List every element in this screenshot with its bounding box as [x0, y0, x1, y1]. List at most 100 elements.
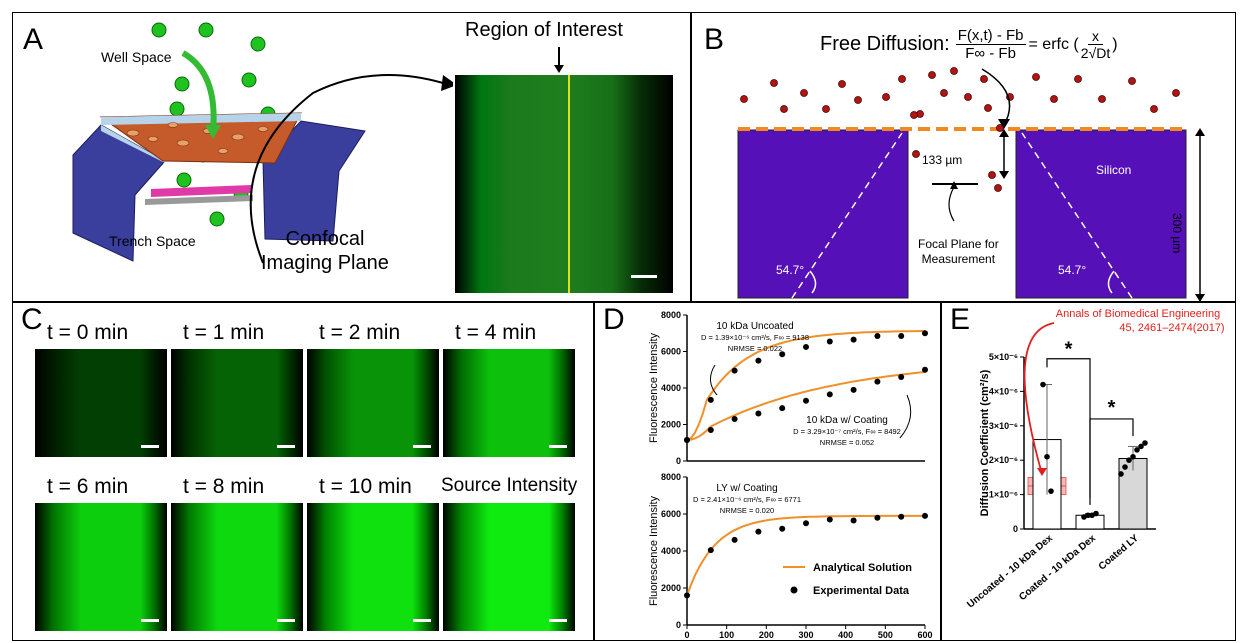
- data-point: [731, 367, 738, 374]
- angle-left-label: 54.7°: [776, 263, 805, 277]
- x-tick-label: 400: [838, 630, 853, 640]
- legend-dot-label: Experimental Data: [813, 585, 910, 597]
- annotation-line: NRMSE = 0.052: [820, 438, 874, 447]
- category-label: Coated LY: [1097, 533, 1141, 573]
- particle: [950, 67, 958, 75]
- y-axis-label: Diffusion Coefficient (cm²/s): [979, 369, 991, 516]
- silicon-block-right: [1015, 129, 1187, 299]
- annotation-line: NRMSE = 0.020: [720, 506, 774, 515]
- data-point: [922, 366, 928, 373]
- fit-curve-coated: [686, 371, 926, 441]
- panel-d: D 0 2000 4000 6000 8000 Fluorescence Intensit…: [594, 302, 941, 641]
- well-space-label: Well Space: [101, 49, 172, 65]
- panel-a: A: [12, 12, 691, 302]
- particle: [800, 89, 808, 97]
- frame-time-label: t = 4 min: [455, 321, 537, 344]
- particle: [1050, 95, 1058, 103]
- roi-line: [568, 75, 570, 293]
- data-point: [803, 397, 809, 404]
- particle: [984, 104, 992, 112]
- particle: [980, 75, 988, 83]
- y-tick-label: 4000: [661, 383, 681, 393]
- particle: [940, 89, 948, 97]
- data-point: [707, 426, 714, 433]
- particle: [1128, 77, 1136, 85]
- data-point: [779, 351, 786, 358]
- particle: [928, 71, 936, 79]
- x-tick-label: 300: [798, 630, 813, 640]
- legend-line-label: Analytical Solution: [813, 562, 912, 574]
- annotation-line: 10 kDa w/ Coating: [806, 415, 888, 426]
- particle: [964, 93, 972, 101]
- particle: [910, 111, 918, 119]
- particle: [780, 105, 788, 113]
- annotation-line: D = 3.29×10⁻⁷ cm²/s, F∞ = 8492: [793, 427, 901, 436]
- data-point: [1122, 464, 1128, 470]
- data-point: [898, 513, 905, 520]
- panel-d-letter: D: [603, 303, 625, 336]
- frame-time-label: Source Intensity: [441, 475, 578, 496]
- particle: [1150, 105, 1158, 113]
- panel-b: B Free Diffusion: F(x,t) - Fb F∞ - Fb = …: [691, 12, 1236, 302]
- scale-bar: [549, 619, 567, 622]
- x-tick-label: 0: [684, 630, 689, 640]
- particle: [770, 79, 778, 87]
- y-tick-label: 8000: [661, 310, 681, 320]
- data-point: [1130, 453, 1136, 460]
- y-tick-label: 4×10⁻⁶: [989, 386, 1018, 396]
- equation-erfc-den: 2√Dt: [1080, 45, 1111, 61]
- data-point: [1138, 443, 1144, 450]
- scale-bar: [141, 619, 159, 622]
- significance-bracket: [1089, 418, 1134, 499]
- annotation-arrow: [710, 364, 718, 396]
- imaging-plane-label: Confocal Imaging Plane: [261, 227, 389, 275]
- particle: [854, 96, 862, 104]
- data-point: [684, 592, 690, 599]
- scale-bar: [413, 619, 431, 622]
- equation-erfc-num: x: [1087, 28, 1103, 45]
- bar: [1075, 514, 1105, 530]
- data-point: [684, 437, 690, 444]
- y-tick-label: 1×10⁻⁶: [989, 490, 1018, 500]
- data-point: [898, 332, 905, 339]
- annotation-arrow: [899, 394, 912, 439]
- data-point: [850, 336, 857, 343]
- y-tick-label: 3×10⁻⁶: [989, 421, 1018, 431]
- depth-label: 133 µm: [922, 153, 963, 167]
- category-label: Uncoated - 10 kDa Dex: [965, 533, 1055, 611]
- fluorescence-frame: [443, 349, 575, 457]
- y-tick-label: 2000: [661, 420, 681, 430]
- fluorescence-frame: [171, 503, 303, 631]
- frame-time-label: t = 2 min: [319, 321, 401, 344]
- particle: [1032, 73, 1040, 81]
- data-point: [731, 536, 738, 543]
- reference-arrowhead: [1037, 467, 1047, 476]
- data-point: [779, 525, 786, 532]
- fit-curve-uncoated: [686, 330, 925, 441]
- diffusion-coefficient-bar-chart: 0 1×10⁻⁶ 2×10⁻⁶ 3×10⁻⁶ 4×10⁻⁶ 5×10⁻⁶ Diffusion…: [965, 308, 1224, 611]
- particle: [1098, 95, 1106, 103]
- focal-plane-label: Focal Plane for Measurement: [918, 237, 999, 267]
- data-point: [1044, 453, 1050, 460]
- imaging-plane: [151, 185, 251, 197]
- y-axis-label: Fluorescence Intensity: [648, 495, 660, 606]
- panel-c: C t = 0 min t = 1 min t = 2 min t = 4 min t …: [12, 302, 594, 641]
- data-point: [707, 547, 714, 554]
- fluorescence-frame: [307, 349, 439, 457]
- fluorescence-frame: [35, 503, 167, 631]
- panel-e-letter: E: [950, 303, 971, 336]
- scale-bar: [549, 445, 567, 448]
- roi-image: [455, 75, 673, 293]
- particle: [174, 76, 190, 92]
- x-tick-label: 500: [878, 630, 893, 640]
- data-point: [1134, 447, 1140, 453]
- annotation-line: D = 2.41×10⁻⁶ cm²/s, F∞ = 6771: [693, 495, 801, 504]
- data-point: [803, 343, 809, 350]
- data-point: [874, 378, 881, 385]
- data-point: [826, 516, 833, 523]
- reference-citation-2: 45, 2461–2474(2017): [1119, 322, 1224, 334]
- data-point: [755, 357, 762, 364]
- x-tick-label: 200: [759, 630, 774, 640]
- roi-label: Region of Interest: [465, 19, 623, 41]
